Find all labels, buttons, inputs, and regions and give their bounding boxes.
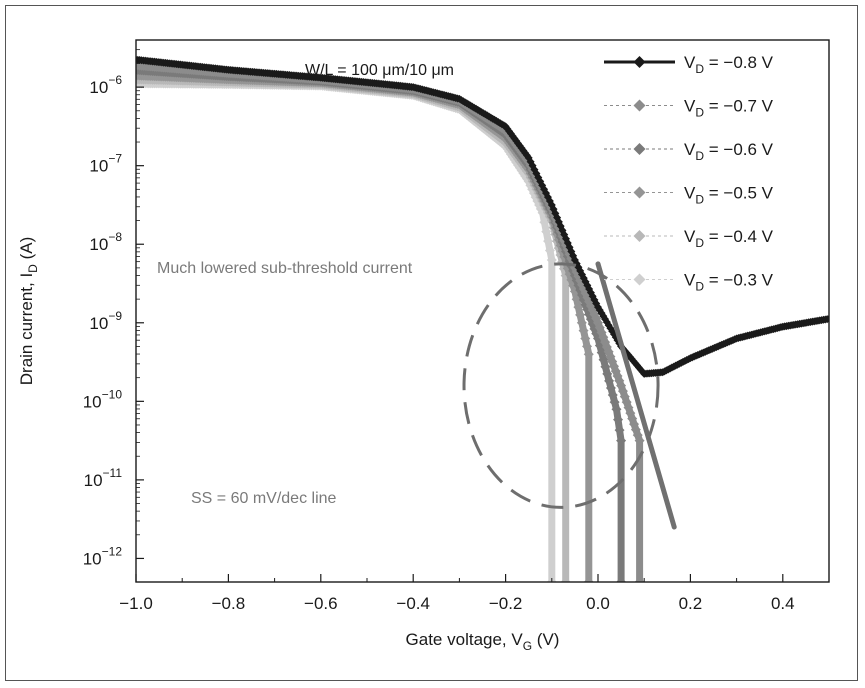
data-point	[544, 245, 555, 256]
data-point	[583, 349, 594, 360]
legend-entry: VD = −0.3 V	[604, 271, 774, 294]
legend-entry: VD = −0.4 V	[604, 227, 774, 250]
data-point	[539, 217, 550, 228]
legend: VD = −0.8 V VD = −0.7 V VD = −0.6 V VD = −0…	[604, 53, 774, 294]
annotation-ss-line: SS = 60 mV/dec line	[191, 490, 337, 507]
data-point-end	[616, 577, 627, 582]
data-point	[634, 435, 645, 446]
data-point	[575, 309, 586, 320]
data-point	[825, 314, 829, 323]
data-point	[506, 129, 515, 138]
y-tick-label: 10−6	[89, 73, 122, 97]
plot-area	[135, 39, 830, 583]
x-axis-label: Gate voltage, VG (V)	[406, 630, 560, 653]
legend-entry: VD = −0.6 V	[604, 140, 774, 163]
data-point	[602, 368, 613, 379]
x-tick-label: −0.2	[489, 594, 523, 613]
annotation-wl: W/L = 100 μm/10 μm	[305, 62, 454, 79]
y-tick-label: 10−12	[83, 544, 123, 568]
legend-marker	[633, 186, 646, 199]
data-point	[616, 435, 627, 446]
legend-marker	[633, 56, 646, 68]
series-line	[136, 79, 556, 582]
data-point	[546, 254, 557, 265]
data-point	[580, 333, 591, 344]
legend-marker	[633, 99, 646, 112]
legend-label: VD = −0.4 V	[684, 227, 774, 250]
x-tick-label: −0.8	[212, 594, 246, 613]
data-point	[505, 127, 514, 136]
data-point-end	[560, 577, 571, 582]
series-5	[136, 78, 557, 582]
legend-label: VD = −0.6 V	[684, 140, 774, 163]
subthreshold-ellipse	[462, 262, 660, 509]
x-tick-label: −0.4	[396, 594, 430, 613]
chart-frame	[5, 5, 858, 681]
data-point	[604, 375, 615, 386]
data-point	[611, 404, 622, 415]
data-point	[543, 236, 554, 247]
legend-entry: VD = −0.8 V	[604, 53, 774, 76]
data-point	[613, 414, 624, 425]
series-layer	[136, 55, 829, 582]
x-tick-label: 0.2	[679, 594, 703, 613]
data-point	[576, 317, 587, 328]
legend-label: VD = −0.7 V	[684, 97, 774, 120]
y-tick-label: 10−11	[84, 466, 123, 490]
legend-marker	[633, 273, 646, 286]
x-tick-label: −0.6	[304, 594, 338, 613]
series-0	[136, 55, 829, 378]
y-tick-label: 10−7	[89, 152, 122, 176]
legend-label: VD = −0.5 V	[684, 184, 774, 207]
data-point	[596, 347, 607, 358]
x-axis-ticks: −1.0 −0.8 −0.6 −0.4 −0.2 0.0 0.2 0.4	[119, 574, 795, 613]
data-point	[609, 397, 620, 408]
data-point-end	[583, 577, 594, 582]
data-point	[605, 382, 616, 393]
data-point	[600, 361, 611, 372]
ss-60mv-line	[595, 261, 677, 530]
y-tick-label: 10−10	[83, 387, 123, 411]
y-axis-ticks: 10−6 10−7 10−8 10−9 10−10 10−11 10−12	[83, 49, 144, 568]
data-point	[582, 341, 593, 352]
legend-entry: VD = −0.5 V	[604, 184, 774, 207]
legend-label: VD = −0.3 V	[684, 271, 774, 294]
x-tick-label: 0.4	[771, 594, 795, 613]
y-axis-label: Drain current, ID (A)	[17, 237, 40, 386]
legend-entry: VD = −0.7 V	[604, 97, 774, 120]
y-tick-label: 10−8	[89, 230, 122, 254]
annotation-subthreshold: Much lowered sub-threshold current	[157, 260, 413, 277]
x-tick-label: −1.0	[119, 594, 153, 613]
data-point	[541, 226, 552, 237]
overlay-layer	[462, 261, 677, 530]
x-tick-label: 0.0	[586, 594, 610, 613]
legend-label: VD = −0.8 V	[684, 53, 774, 76]
data-point	[614, 425, 625, 436]
data-point	[607, 390, 618, 401]
legend-marker	[633, 143, 646, 155]
y-tick-label: 10−9	[89, 309, 122, 333]
data-point-end	[634, 577, 645, 582]
data-point	[578, 325, 589, 336]
legend-marker	[633, 230, 646, 242]
